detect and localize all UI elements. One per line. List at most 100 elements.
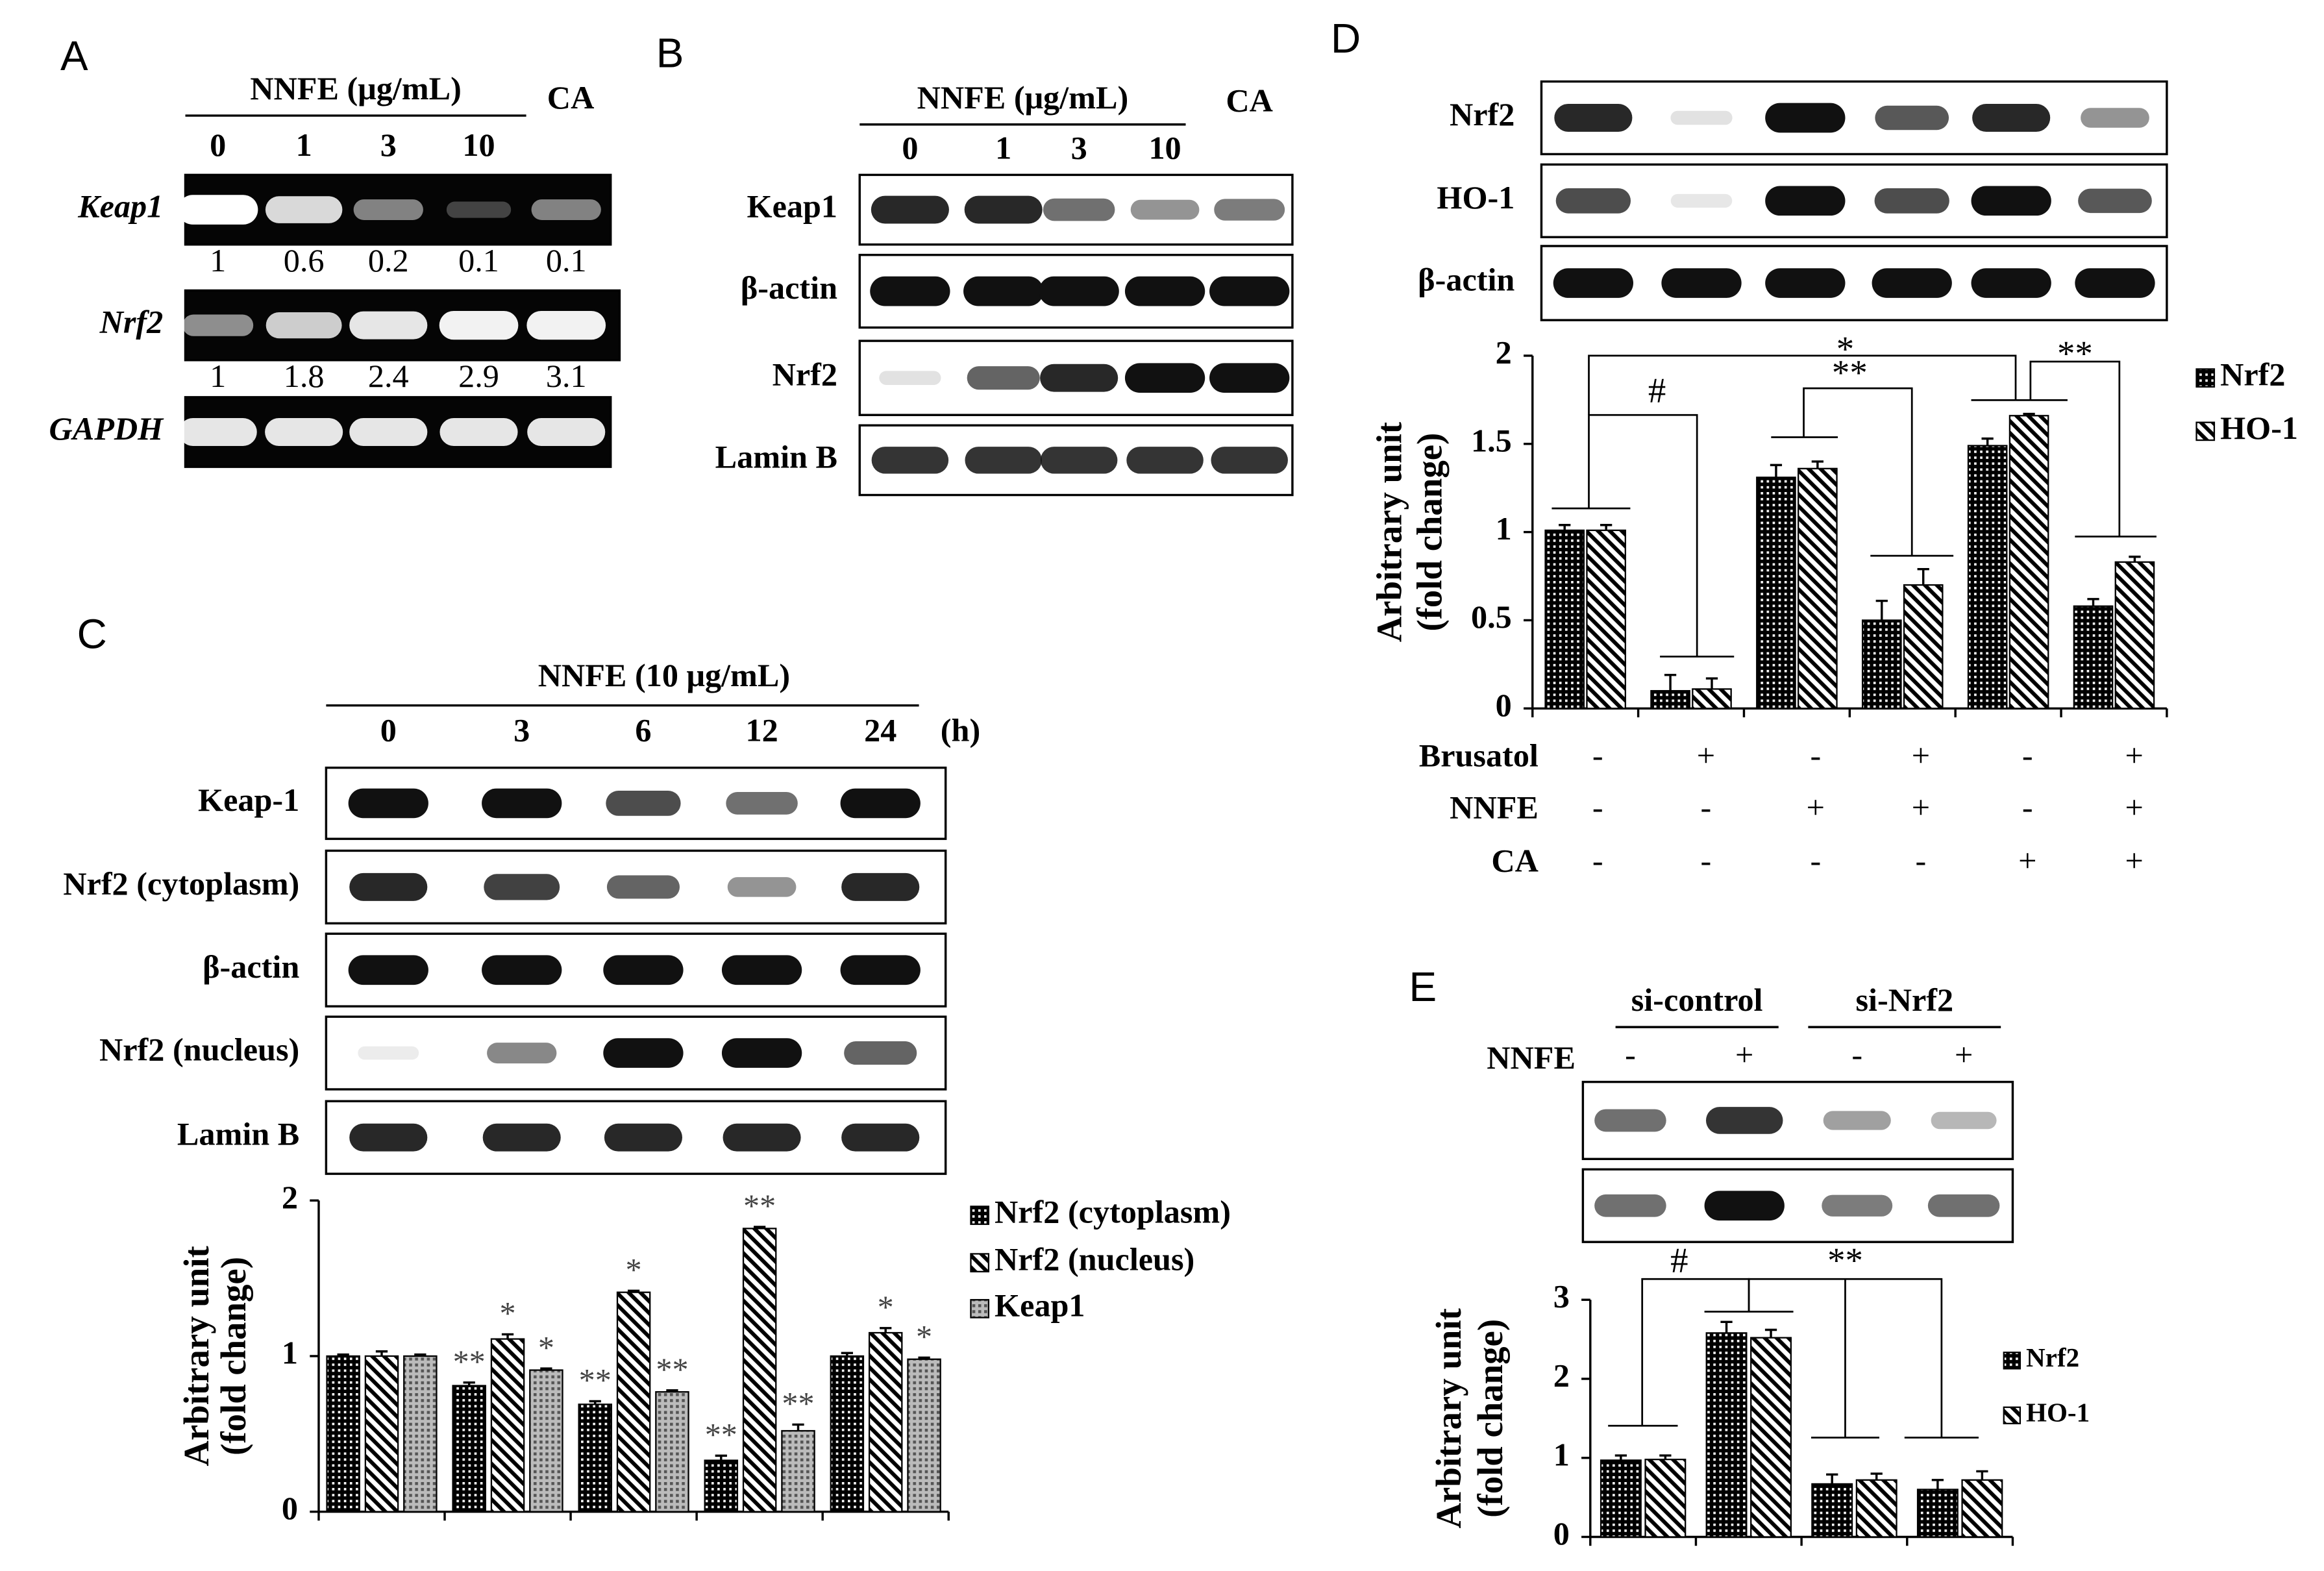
blot-band [967, 366, 1040, 390]
significance-label: * [1836, 329, 1854, 369]
blot-band [182, 314, 254, 336]
blot-band [353, 199, 423, 221]
blot-band [1670, 193, 1733, 208]
blot-header: NNFE (10 μg/mL) [538, 657, 790, 693]
bar [1644, 1459, 1687, 1538]
row-label: HO-1 [1437, 179, 1514, 216]
lane-label: 10 [1148, 129, 1181, 166]
y-axis-label: (fold change) [214, 1257, 253, 1455]
quantification: 0.2 [368, 242, 409, 278]
bar [1811, 1483, 1853, 1538]
error-bar [1614, 1454, 1627, 1461]
bar [2114, 561, 2155, 710]
blot [1540, 80, 2168, 156]
y-tick-label: 0 [1553, 1515, 1570, 1552]
legend-label: HO-1 [2220, 410, 2298, 446]
y-tick-label: 0.5 [1471, 599, 1512, 635]
bar [529, 1369, 563, 1513]
blot-band [606, 875, 680, 899]
blot-band [726, 792, 798, 815]
error-bar [1764, 1328, 1777, 1338]
error-bar [880, 1327, 892, 1333]
treatment-sign: - [1851, 1037, 1862, 1073]
lane-label: 0 [902, 129, 918, 166]
significance-bracket [1551, 414, 1735, 658]
row-label: Lamin B [177, 1116, 299, 1152]
treatment-sign: + [1955, 1037, 1973, 1073]
blot-band [1972, 104, 2051, 132]
quantification: 1.8 [284, 358, 325, 394]
blot-band [348, 788, 428, 819]
bar [1705, 1332, 1748, 1538]
y-tick-label: 3 [1553, 1278, 1570, 1315]
blot-band [349, 1123, 428, 1152]
treatment-sign: + [2125, 789, 2143, 825]
blot-band [1040, 364, 1119, 392]
row-label: Keap-1 [198, 782, 299, 818]
error-bar [627, 1289, 640, 1293]
error-bar [1559, 524, 1571, 530]
quantification: 0.1 [546, 242, 587, 278]
treatment-sign: - [1810, 843, 1821, 879]
treatment-label: NNFE [1487, 1039, 1576, 1076]
bar [578, 1404, 613, 1513]
y-tick-label: 0 [1496, 687, 1512, 723]
error-bar [1811, 460, 1823, 469]
blot-band [1594, 1109, 1666, 1132]
bar [1967, 445, 2008, 710]
blot-band [964, 195, 1043, 224]
blot-band [1553, 268, 1633, 298]
y-axis-label: Arbitrary unit [1370, 422, 1409, 642]
blot-band [606, 790, 681, 816]
blot-band [1874, 188, 1949, 214]
lane-label: 3 [1071, 129, 1087, 166]
blot-band [727, 877, 797, 897]
blot-band [1872, 268, 1952, 298]
row-label: Nrf2 [1450, 96, 1514, 132]
blot-band [1594, 1194, 1666, 1217]
row-label: Lamin B [715, 438, 837, 475]
blot-band [1554, 104, 1633, 132]
significance-mark: * [916, 1318, 932, 1354]
error-bar [540, 1367, 552, 1370]
bar [403, 1355, 438, 1513]
treatment-sign: - [1592, 843, 1603, 879]
significance-mark: ** [743, 1187, 776, 1224]
blot-band [1214, 199, 1285, 221]
error-bar [501, 1333, 514, 1339]
lane-label: 10 [462, 127, 495, 163]
blot-band [439, 310, 519, 340]
row-label: Nrf2 (nucleus) [99, 1032, 299, 1068]
blot-band [1927, 1194, 2000, 1217]
blot-band [879, 371, 941, 385]
error-bar [1770, 464, 1783, 478]
error-bar [1931, 1479, 1944, 1490]
bar [1650, 689, 1690, 710]
significance-label: ** [1827, 1241, 1863, 1280]
blot-band [358, 1046, 419, 1060]
bar [704, 1459, 739, 1513]
blot-band [1670, 110, 1733, 125]
significance-mark: ** [782, 1385, 814, 1422]
legend-swatch [970, 1299, 990, 1318]
treatment-sign: + [1735, 1037, 1753, 1073]
treatment-sign: + [1912, 789, 1930, 825]
blot-band [2075, 268, 2155, 298]
y-tick-label: 2 [1496, 334, 1512, 370]
treatment-sign: - [1701, 843, 1712, 879]
bar [742, 1228, 777, 1513]
error-bar [792, 1423, 804, 1431]
blot-band [870, 276, 950, 306]
row-label: β-actin [203, 948, 299, 985]
blot-band [963, 276, 1044, 306]
row-label: β-actin [741, 269, 837, 306]
panel-label: A [60, 32, 88, 79]
error-bar [414, 1353, 426, 1356]
y-tick-label: 2 [1553, 1357, 1570, 1393]
bar [326, 1355, 360, 1513]
error-bar [754, 1226, 766, 1229]
significance-bracket [2029, 360, 2157, 538]
quantification: 0.1 [458, 242, 499, 278]
blot-band [1822, 1194, 1893, 1217]
quantification: 0.6 [284, 242, 325, 278]
